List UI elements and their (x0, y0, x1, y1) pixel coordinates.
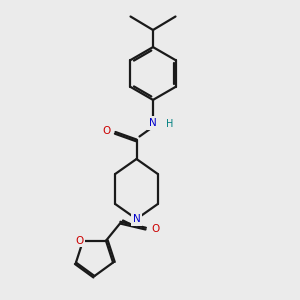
Text: H: H (166, 119, 173, 130)
Text: O: O (102, 125, 111, 136)
Text: O: O (75, 236, 84, 246)
Text: N: N (149, 118, 157, 128)
Text: N: N (133, 214, 140, 224)
Text: O: O (152, 224, 160, 235)
